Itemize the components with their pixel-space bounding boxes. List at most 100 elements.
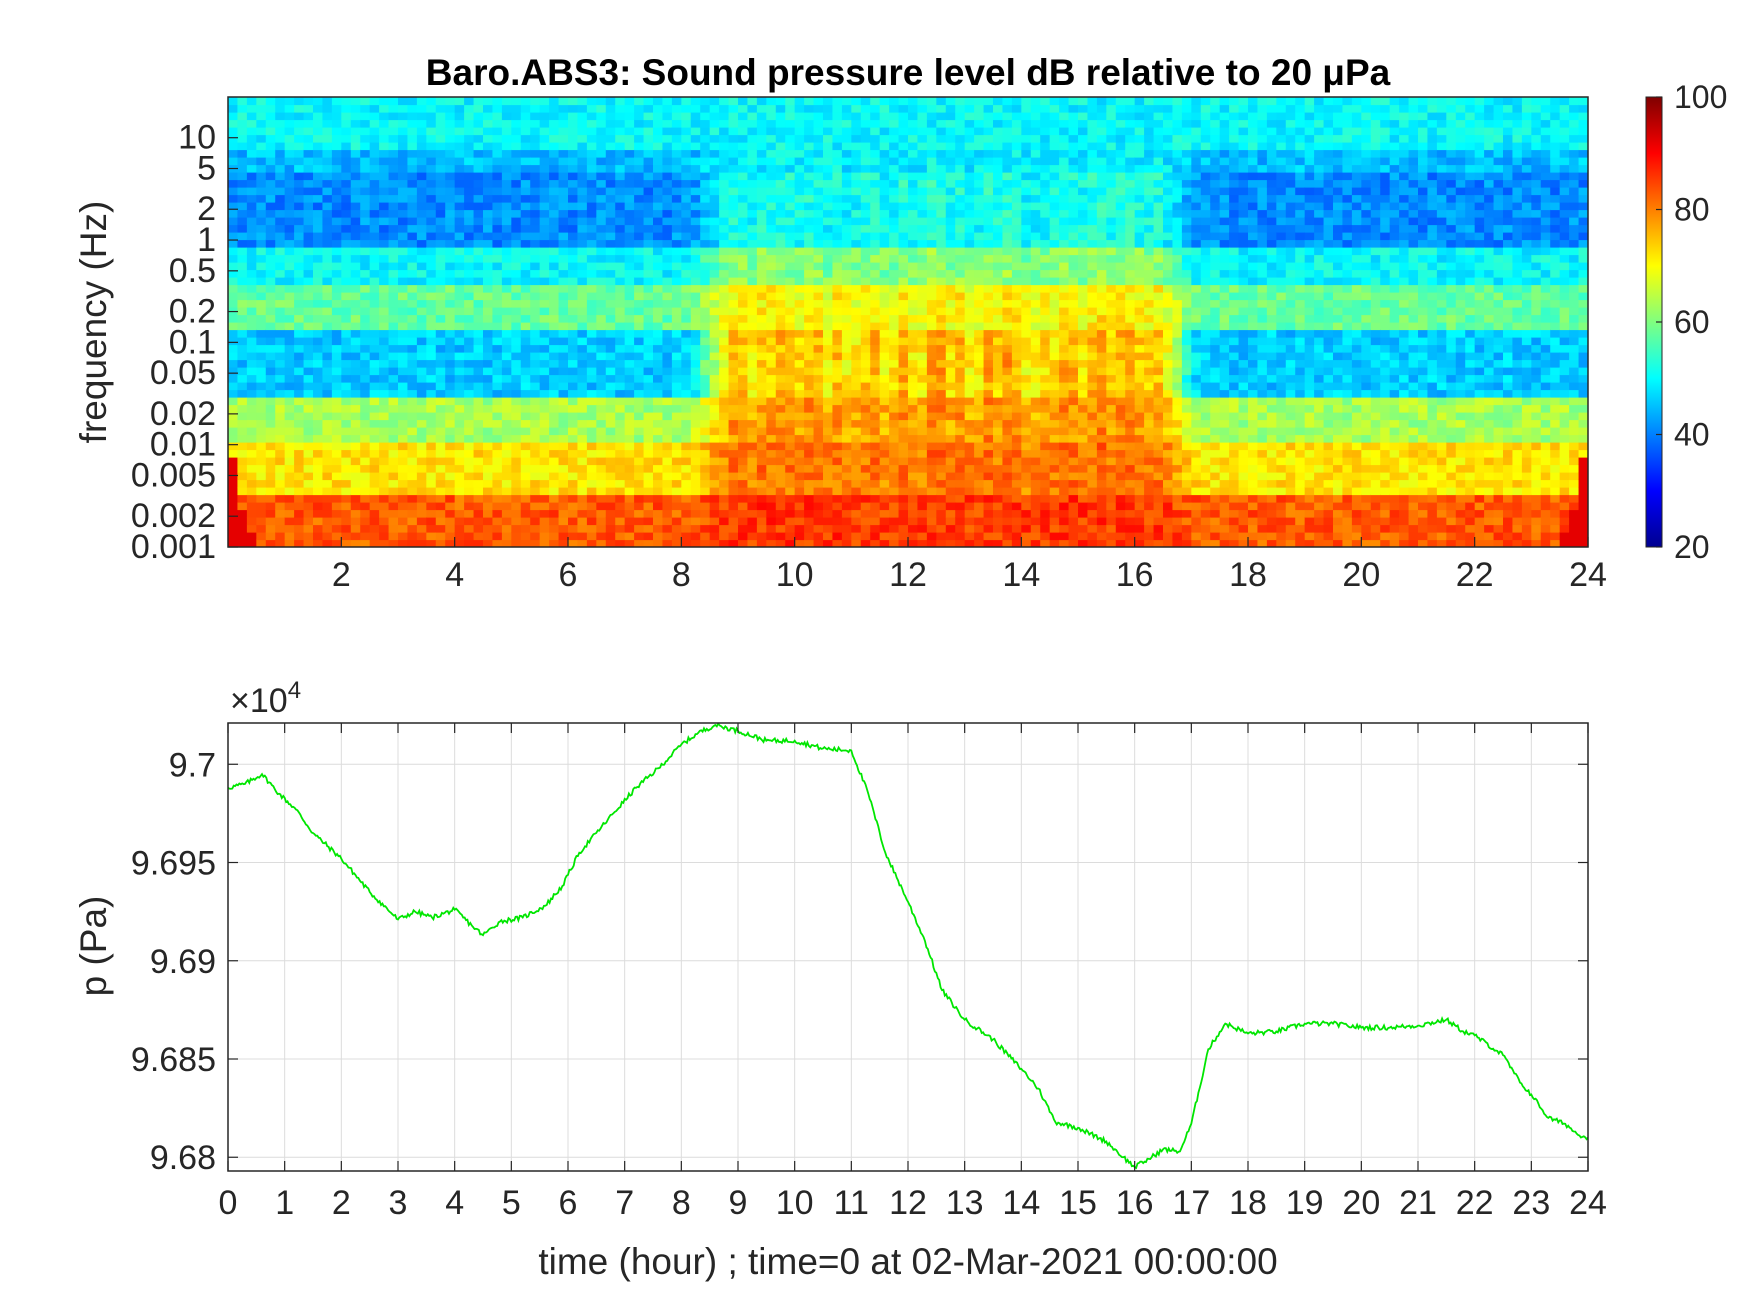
spectrogram-cell [728,314,739,323]
spectrogram-cell [671,389,682,398]
spectrogram-cell [586,487,597,496]
spectrogram-cell [879,419,890,428]
spectrogram-cell [256,434,267,443]
spectrogram-cell [492,532,503,541]
spectrogram-cell [265,217,276,226]
spectrogram-cell [889,487,900,496]
spectrogram-cell [558,239,569,248]
spectrogram-cell [558,427,569,436]
spectrogram-cell [841,232,852,241]
spectrogram-cell [974,509,985,518]
spectrogram-cell [785,284,796,293]
spectrogram-cell [898,112,909,121]
spectrogram-cell [775,187,786,196]
spectrogram-cell [756,172,767,181]
spectrogram-cell [671,374,682,383]
spectrogram-cell [785,262,796,271]
spectrogram-cell [624,284,635,293]
spectrogram-cell [917,382,928,391]
spectrogram-cell [785,202,796,211]
spectrogram-cell [662,119,673,128]
spectrogram-cell [379,292,390,301]
spectrogram-cell [341,502,352,511]
spectrogram-cell [794,164,805,173]
spectrogram-cell [303,269,314,278]
spectrogram-cell [662,247,673,256]
spectrogram-cell [284,164,295,173]
spectrogram-cell [426,269,437,278]
spectrogram-cell [1002,187,1013,196]
spectrogram-cell [719,539,730,547]
spectrogram-cell [501,224,512,233]
spectrogram-cell [898,359,909,368]
spectrogram-cell [303,127,314,136]
spectrogram-cell [322,284,333,293]
spectrogram-cell [671,404,682,413]
spectrogram-cell [974,337,985,346]
spectrogram-cell [700,179,711,188]
spectrogram-cell [369,367,380,376]
spectrogram-cell [520,419,531,428]
spectrogram-cell [483,202,494,211]
spectrogram-cell [313,539,324,547]
spectrogram-cell [322,179,333,188]
spectrogram-cell [898,449,909,458]
spectrogram-cell [483,434,494,443]
spectrogram-cell [577,262,588,271]
spectrogram-cell [785,164,796,173]
spectrogram-cell [379,217,390,226]
spectrogram-cell [331,194,342,203]
spectrogram-cell [851,487,862,496]
spectrogram-cell [643,532,654,541]
spectrogram-cell [586,337,597,346]
spectrogram-cell [841,224,852,233]
spectrogram-cell [643,419,654,428]
spectrogram-cell [634,397,645,406]
spectrogram-cell [341,292,352,301]
spectrogram-cell [492,142,503,151]
spectrogram-cell [681,157,692,166]
spectrogram-cell [690,427,701,436]
spectrogram-cell [360,464,371,473]
spectrogram-cell [709,134,720,143]
spectrogram-cell [945,112,956,121]
spectrogram-cell [898,142,909,151]
spectrogram-cell [549,149,560,158]
spectrogram-cell [785,434,796,443]
spectrogram-cell [407,434,418,443]
spectrogram-cell [738,172,749,181]
spectrogram-cell [926,292,937,301]
spectrogram-cell [690,494,701,503]
spectrogram-cell [322,157,333,166]
spectrogram-cell [237,314,248,323]
spectrogram-cell [445,149,456,158]
spectrogram-cell [747,382,758,391]
spectrogram-cell [605,329,616,338]
spectrogram-cell [870,164,881,173]
spectrogram-cell [908,202,919,211]
spectrogram-cell [775,344,786,353]
spectrogram-cell [1002,472,1013,481]
spectrogram-cell [501,239,512,248]
spectrogram-cell [464,157,475,166]
spectrogram-cell [577,337,588,346]
spectrogram-cell [605,194,616,203]
spectrogram-cell [700,487,711,496]
spectrogram-cell [483,442,494,451]
spectrogram-cell [416,344,427,353]
spectrogram-cell [671,427,682,436]
spectrogram-cell [398,502,409,511]
spectrogram-cell [454,397,465,406]
spectrogram-cell [832,314,843,323]
spectrogram-cell [851,532,862,541]
spectrogram-cell [464,239,475,248]
spectrogram-cell [662,524,673,533]
spectrogram-cell [870,494,881,503]
spectrogram-cell [908,397,919,406]
spectrogram-cell [237,442,248,451]
spectrogram-cell [690,397,701,406]
spectrogram-cell [794,427,805,436]
spectrogram-cell [785,352,796,361]
spectrogram-cell [766,119,777,128]
spectrogram-cell [596,442,607,451]
